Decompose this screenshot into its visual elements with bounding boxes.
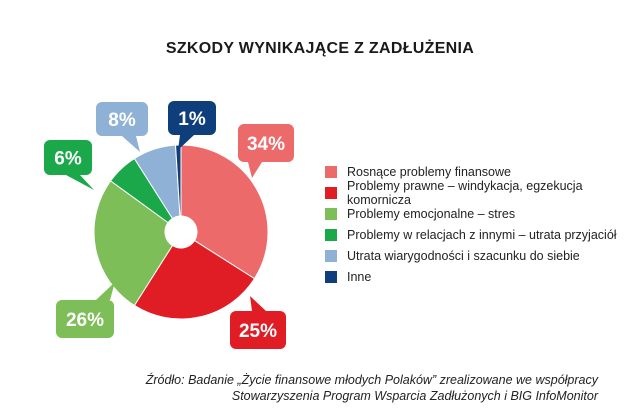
callout-problemy-w-relacjach-z-innymi-utrata-przyjaciol: 6% <box>44 140 94 190</box>
data-label-inne: 1% <box>178 109 206 130</box>
slice-problemy-prawne-windykacja-egzekucja-komornicza <box>133 239 256 320</box>
callout-tail <box>178 135 194 150</box>
chart-legend: Rosnące problemy finansowe Problemy prawn… <box>325 161 640 287</box>
legend-label: Problemy w relacjach z innymi – utrata p… <box>347 227 617 242</box>
data-label-problemy-prawne-windykacja-egzekucja-komornicza: 25% <box>239 321 277 342</box>
data-label-rosnace-problemy-finansowe: 34% <box>247 134 285 155</box>
callout-tail <box>96 282 115 300</box>
legend-swatch <box>325 270 337 283</box>
callout-tail <box>248 162 262 178</box>
callout-tail <box>250 296 266 311</box>
source-line-1: Źródło: Badanie „Życie finansowe młodych… <box>145 373 598 387</box>
data-label-problemy-emocjonalne-stres: 26% <box>66 310 104 331</box>
legend-item-problemy-w-relacjach-z-innymi-utrata-przyjaciol: Problemy w relacjach z innymi – utrata p… <box>325 224 640 245</box>
legend-item-rosnace-problemy-finansowe: Rosnące problemy finansowe <box>325 161 640 182</box>
callout-box <box>238 124 294 162</box>
legend-label: Problemy emocjonalne – stres <box>347 206 516 221</box>
legend-swatch <box>325 165 337 178</box>
legend-item-utrata-wiarygodnosci-i-szacunku-do-siebie: Utrata wiarygodności i szacunku do siebi… <box>325 245 640 266</box>
legend-swatch <box>325 249 337 262</box>
source-note: Źródło: Badanie „Życie finansowe młodych… <box>138 372 598 404</box>
source-line-2: Stowarzyszenia Program Wsparcia Zadłużon… <box>231 389 598 403</box>
legend-swatch <box>325 228 337 241</box>
callout-inne: 1% <box>168 101 216 150</box>
data-label-problemy-w-relacjach-z-innymi-utrata-przyjaciol: 6% <box>54 149 82 170</box>
callout-tail <box>66 175 94 190</box>
legend-label: Inne <box>347 269 372 284</box>
callout-box <box>56 300 114 338</box>
legend-swatch <box>325 207 337 220</box>
callout-tail <box>122 136 140 152</box>
legend-item-problemy-prawne-windykacja-egzekucja-komornicza: Problemy prawne – windykacja, egzekucja … <box>325 179 640 207</box>
callout-box <box>168 101 216 135</box>
slice-inne <box>175 144 182 217</box>
chart-title: SZKODY WYNIKAJĄCE Z ZADŁUŻENIA <box>165 40 475 57</box>
legend-label: Utrata wiarygodności i szacunku do siebi… <box>347 248 580 263</box>
legend-item-problemy-emocjonalne-stres: Problemy emocjonalne – stres <box>325 203 640 224</box>
legend-label: Problemy prawne – windykacja, egzekucja … <box>347 178 583 207</box>
legend-item-inne: Inne <box>325 266 640 287</box>
callout-problemy-emocjonalne-stres: 26% <box>56 282 115 338</box>
callout-problemy-prawne-windykacja-egzekucja-komornicza: 25% <box>230 296 286 349</box>
data-label-utrata-wiarygodnosci-i-szacunku-do-siebie: 8% <box>108 110 136 131</box>
callout-box <box>230 311 286 349</box>
legend-label: Rosnące problemy finansowe <box>347 164 511 179</box>
callout-box <box>44 140 92 175</box>
callout-rosnace-problemy-finansowe: 34% <box>238 124 294 178</box>
callout-utrata-wiarygodnosci-i-szacunku-do-siebie: 8% <box>96 102 148 152</box>
callout-box <box>96 102 148 136</box>
legend-swatch <box>325 186 337 199</box>
